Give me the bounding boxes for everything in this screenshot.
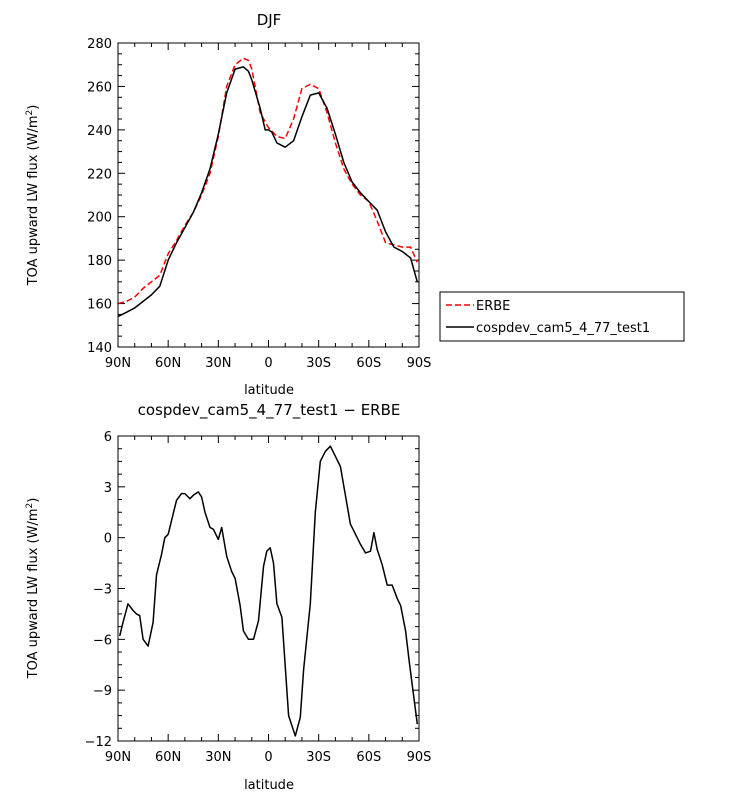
legend-label-erbe: ERBE	[476, 299, 510, 314]
bottom-y-axis-label: TOA upward LW flux (W/m2)	[25, 498, 41, 680]
top-x-tick-label: 90S	[407, 356, 432, 371]
bottom-plot-frame	[117, 435, 420, 742]
top-legend: ERBE cospdev_cam5_4_77_test1	[439, 291, 685, 342]
bottom-x-axis-label: latitude	[244, 778, 294, 793]
bottom-chart-title: cospdev_cam5_4_77_test1 − ERBE	[138, 401, 401, 420]
bottom-panel: cospdev_cam5_4_77_test1 − ERBE 90N 60N 30N…	[25, 401, 431, 793]
legend-label-model: cospdev_cam5_4_77_test1	[476, 321, 650, 336]
bottom-y-axis-label-main: TOA upward LW flux (W/m	[26, 508, 41, 679]
top-y-tick-label: 140	[87, 341, 112, 356]
top-chart-title: DJF	[257, 11, 282, 29]
top-x-tick-label: 60S	[356, 356, 381, 371]
top-y-tick-label: 260	[87, 80, 112, 95]
top-panel: DJF 90N 60N 30N 0 30S 60S 90S 140 160 180 200 220 24…	[25, 11, 685, 398]
bottom-y-tick-label: 0	[104, 532, 112, 547]
bottom-y-tick-label: −6	[93, 633, 112, 648]
top-x-tick-label: 30N	[205, 356, 231, 371]
bottom-x-tick-label: 60S	[356, 750, 381, 765]
top-y-tick-label: 200	[87, 211, 112, 226]
bottom-plot-layer: 90N 60N 30N 0 30S 60S 90S −12 −9 −6 −3 0 3 6	[85, 430, 432, 765]
top-y-axis-label: TOA upward LW flux (W/m2)	[25, 105, 41, 287]
top-x-axis-label: latitude	[244, 383, 294, 398]
top-x-tick-label: 90N	[105, 356, 131, 371]
bottom-x-tick-label: 30N	[205, 750, 231, 765]
top-plot-layer: 90N 60N 30N 0 30S 60S 90S 140 160 180 200 220 240 260…	[87, 37, 431, 371]
top-series-line-1	[117, 66, 419, 318]
y-label-rest: )	[26, 105, 41, 110]
top-x-tick-label: 30S	[306, 356, 331, 371]
top-y-tick-label: 280	[87, 37, 112, 52]
bottom-y-tick-label: −3	[93, 583, 112, 598]
bottom-x-tick-label: 90N	[105, 750, 131, 765]
top-y-tick-label: 220	[87, 167, 112, 182]
bottom-y-tick-label: −12	[85, 735, 112, 750]
top-plot-frame	[117, 42, 420, 348]
top-y-tick-label: 240	[87, 124, 112, 139]
top-y-tick-label: 180	[87, 254, 112, 269]
top-y-axis-label-main: TOA upward LW flux (W/m	[26, 115, 41, 286]
y-label-rest: )	[26, 498, 41, 503]
top-y-tick-label: 160	[87, 298, 112, 313]
superscript-2: 2	[25, 503, 35, 509]
bottom-x-tick-label: 60N	[155, 750, 181, 765]
bottom-y-tick-label: −9	[93, 684, 112, 699]
superscript-2: 2	[25, 110, 35, 116]
top-series-line-0	[117, 57, 418, 305]
bottom-series-line-0	[118, 445, 419, 737]
bottom-x-tick-label: 0	[264, 750, 272, 765]
bottom-y-tick-label: 3	[104, 481, 112, 496]
bottom-x-tick-label: 30S	[306, 750, 331, 765]
top-x-tick-label: 0	[264, 356, 272, 371]
legend-box	[439, 291, 685, 342]
bottom-x-tick-label: 90S	[407, 750, 432, 765]
bottom-y-tick-label: 6	[104, 430, 112, 445]
top-x-tick-label: 60N	[155, 356, 181, 371]
